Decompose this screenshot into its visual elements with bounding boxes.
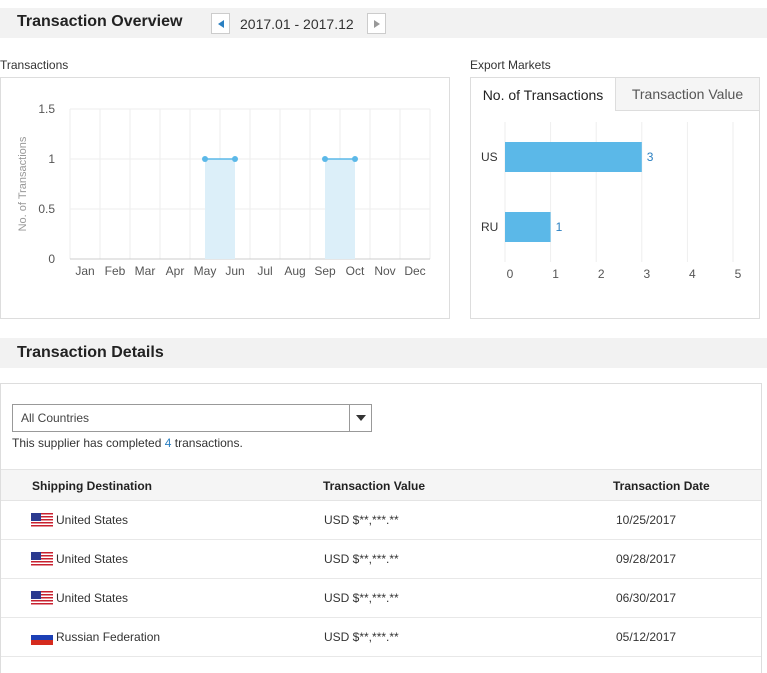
- caret-left-icon: [217, 19, 224, 28]
- export-markets-panel: No. of Transactions Transaction Value 0 1…: [470, 77, 760, 319]
- y-tick-label: 0.5: [38, 202, 55, 216]
- row-date: 05/12/2017: [616, 630, 677, 644]
- row-value: USD $**,***.**: [324, 552, 399, 566]
- export-markets-chart: 0 1 2 3 4 5 US 3 RU 1: [481, 122, 742, 281]
- overview-title: Transaction Overview: [17, 13, 183, 30]
- y-axis-label: No. of Transactions: [17, 136, 29, 231]
- category-label: US: [481, 150, 498, 164]
- y-tick-label: 1.5: [38, 102, 55, 116]
- row-value: USD $**,***.**: [324, 513, 399, 527]
- row-date: 09/28/2017: [616, 552, 677, 566]
- transactions-summary: This supplier has completed 4 transactio…: [12, 436, 243, 450]
- data-point: [232, 156, 238, 162]
- details-header: [0, 338, 767, 368]
- table-header: Shipping Destination Transaction Value T…: [1, 469, 761, 501]
- data-point: [352, 156, 358, 162]
- row-destination: United States: [56, 591, 129, 605]
- x-tick-label: Nov: [374, 264, 395, 278]
- area-segment: [205, 159, 235, 259]
- data-point: [322, 156, 328, 162]
- tab-no-of-transactions[interactable]: No. of Transactions: [471, 78, 615, 111]
- x-tick-label: Aug: [284, 264, 305, 278]
- us-flag-icon: [31, 513, 53, 528]
- row-destination: Russian Federation: [56, 630, 161, 644]
- transactions-caption: Transactions: [0, 58, 69, 72]
- x-tick-label: May: [194, 264, 217, 278]
- x-tick-label: Sep: [314, 264, 336, 278]
- x-tick-label: Oct: [346, 264, 365, 278]
- summary-count: 4: [164, 436, 172, 450]
- transactions-chart-panel: 0 0.5 1 1.5 No. of Transactions Jan Feb Mar Apr M…: [0, 77, 450, 319]
- table-row: Russian Federation USD $**,***.** 05/12/…: [1, 618, 761, 657]
- y-tick-label: 1: [48, 152, 55, 166]
- x-tick-label: 2: [598, 267, 605, 281]
- details-panel: All Countries This supplier has complete…: [0, 383, 762, 673]
- column-shipping-destination: Shipping Destination: [32, 479, 152, 493]
- x-tick-label: Apr: [166, 264, 185, 278]
- category-label: RU: [481, 220, 498, 234]
- us-flag-icon: [31, 591, 53, 606]
- area-segment: [325, 159, 355, 259]
- row-value: USD $**,***.**: [324, 630, 399, 644]
- data-label: 1: [556, 220, 563, 234]
- y-tick-label: 0: [48, 252, 55, 266]
- prev-range-button[interactable]: [211, 13, 230, 34]
- x-tick-label: Dec: [404, 264, 425, 278]
- x-tick-label: Mar: [135, 264, 156, 278]
- data-label: 3: [647, 150, 654, 164]
- row-date: 10/25/2017: [616, 513, 677, 527]
- row-date: 06/30/2017: [616, 591, 677, 605]
- bar: [505, 212, 551, 242]
- country-filter-value: All Countries: [21, 411, 90, 425]
- chevron-down-icon[interactable]: [349, 405, 371, 431]
- row-value: USD $**,***.**: [324, 591, 399, 605]
- x-tick-label: 5: [735, 267, 742, 281]
- table-row: United States USD $**,***.** 09/28/2017: [1, 540, 761, 579]
- column-transaction-value: Transaction Value: [323, 479, 426, 493]
- ru-flag-icon: [31, 630, 53, 645]
- transactions-chart: 0 0.5 1 1.5 No. of Transactions Jan Feb Mar Apr M…: [17, 102, 431, 278]
- summary-suffix: transactions.: [171, 436, 243, 450]
- x-tick-label: 0: [507, 267, 514, 281]
- x-tick-label: Jul: [257, 264, 272, 278]
- us-flag-icon: [31, 552, 53, 567]
- summary-prefix: This supplier has completed: [12, 436, 165, 450]
- date-range: 2017.01 - 2017.12: [240, 16, 354, 32]
- x-tick-label: 3: [643, 267, 650, 281]
- country-filter-select[interactable]: All Countries: [12, 404, 372, 432]
- x-tick-label: 1: [552, 267, 559, 281]
- column-transaction-date: Transaction Date: [613, 479, 710, 493]
- row-destination: United States: [56, 513, 129, 527]
- caret-right-icon: [373, 19, 380, 28]
- details-title: Transaction Details: [17, 344, 164, 361]
- export-markets-caption: Export Markets: [470, 58, 551, 72]
- table-row: United States USD $**,***.** 06/30/2017: [1, 579, 761, 618]
- bar: [505, 142, 642, 172]
- x-tick-label: Jan: [75, 264, 94, 278]
- next-range-button[interactable]: [367, 13, 386, 34]
- x-tick-label: Feb: [105, 264, 126, 278]
- table-row: United States USD $**,***.** 10/25/2017: [1, 501, 761, 540]
- data-point: [202, 156, 208, 162]
- x-tick-label: Jun: [225, 264, 244, 278]
- row-destination: United States: [56, 552, 129, 566]
- x-tick-label: 4: [689, 267, 696, 281]
- tab-transaction-value[interactable]: Transaction Value: [615, 78, 759, 111]
